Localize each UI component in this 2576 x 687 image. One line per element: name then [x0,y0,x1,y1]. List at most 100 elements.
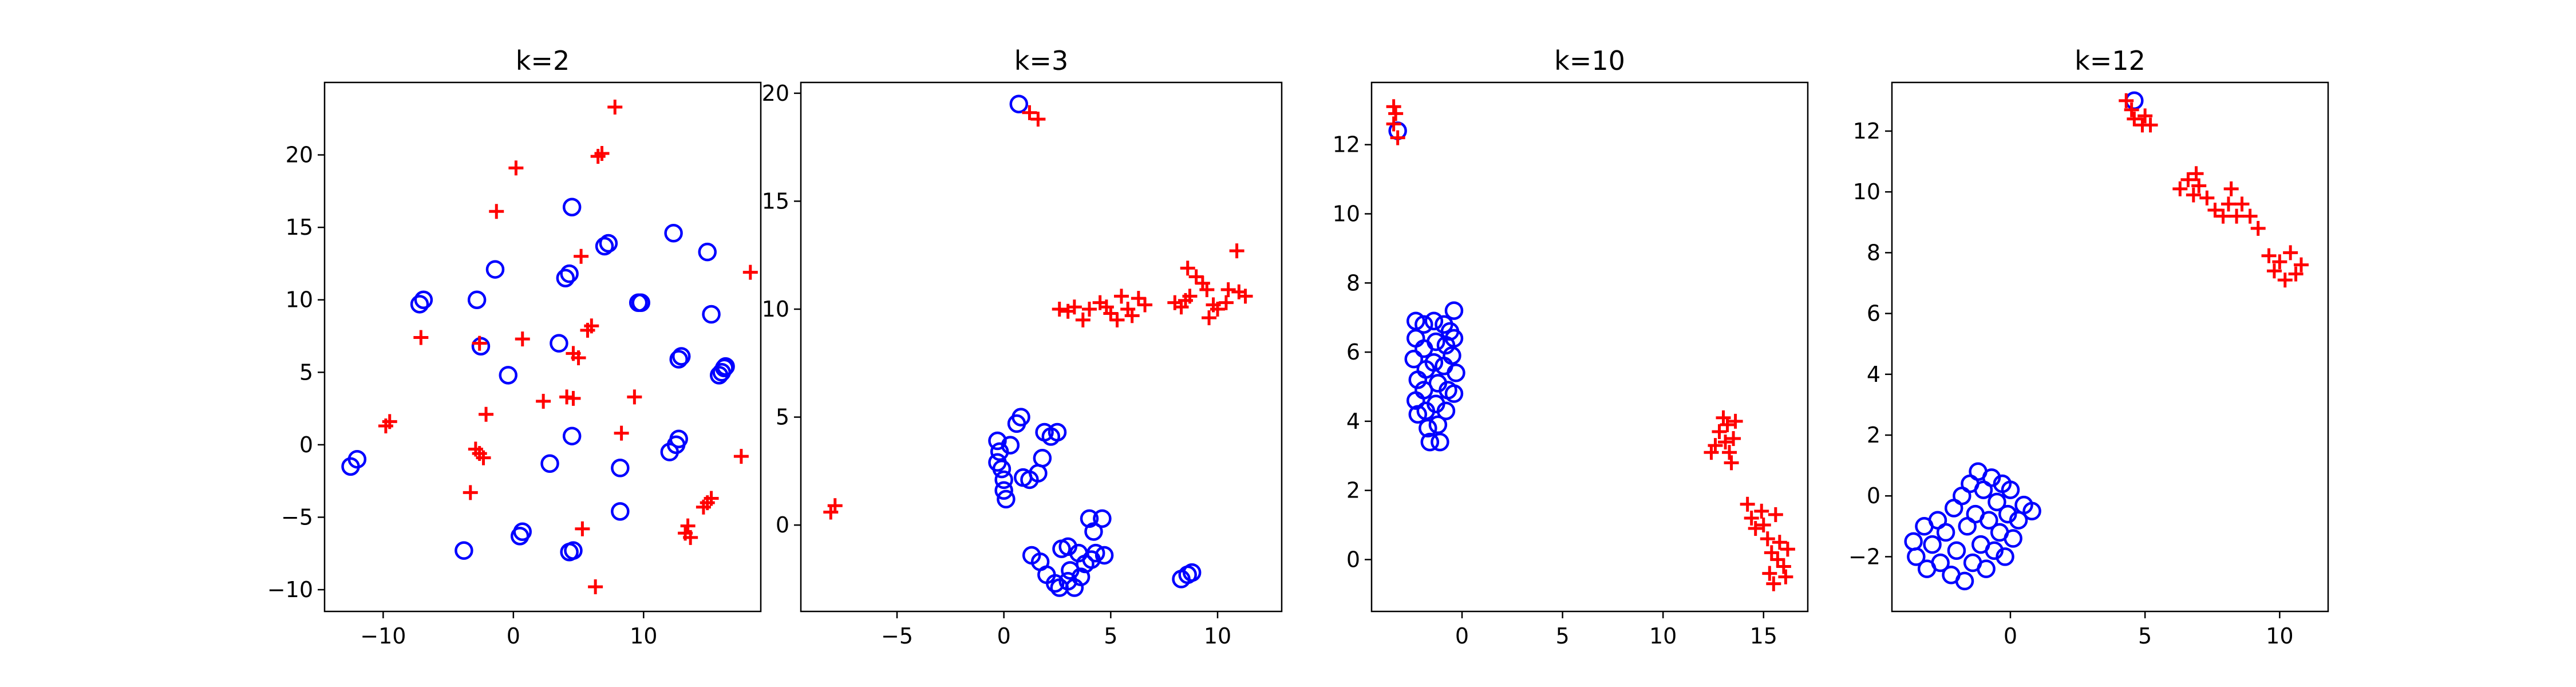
plus-point [680,518,696,534]
plus-point [733,449,749,464]
subplot-k10: k=10 0 5 10 15 0 2 4 6 8 10 12 [1333,45,1809,649]
circle-point [1046,574,1065,593]
circle-point [1427,332,1445,352]
circle-point [2004,529,2022,548]
plus-point [1390,130,1405,145]
plus-point [1718,435,1733,450]
plus-point [1386,99,1401,114]
subplot-k3: k=3 −5 0 5 10 0 5 10 15 20 [762,45,1283,649]
circle-point [611,459,630,477]
x-tick-label: 15 [1750,623,1777,649]
plus-point [1754,503,1769,519]
plus-point [742,264,758,280]
axes-frame [323,81,762,613]
circle-point [560,264,579,283]
y-tick-label: 4 [1346,409,1360,434]
circle-point [2022,502,2041,521]
plus-point [574,248,589,264]
plus-point [1780,542,1795,557]
circle-point [2001,480,2020,499]
circle-point [1080,509,1099,528]
plus-point [1768,507,1783,522]
plus-point [2221,196,2236,212]
plus-point [489,204,504,219]
plus-point [2207,203,2223,218]
plus-point [1744,510,1759,526]
circle-point [599,234,618,253]
y-tick-label: −2 [1848,544,1880,569]
axis-ticks: 0 5 10 −2 0 2 4 6 8 10 12 [1848,119,2294,649]
scatter-marks [823,94,1253,597]
plus-point [683,530,698,545]
plus-point [594,146,610,161]
circle-point [1086,543,1105,563]
circle-point [1009,94,1029,113]
circle-point [467,290,487,309]
y-tick-label: 20 [762,81,789,106]
y-tick-label: 10 [286,287,313,313]
plus-point [2172,181,2188,196]
circle-point [1424,311,1444,330]
plus-point [2272,254,2287,270]
plus-point [1052,302,1067,317]
plus-point [2277,273,2293,288]
circle-point [513,522,532,542]
axes-frame [800,81,1283,613]
y-tick-label: 15 [286,215,313,240]
circle-point [1444,384,1464,403]
circle-point [595,236,614,256]
plus-point [1720,417,1735,432]
plus-point [2288,266,2304,282]
chart-title: k=10 [1554,45,1625,76]
x-tick-label: 5 [1104,623,1117,649]
plus-point [1022,105,1037,120]
plus-point [2223,181,2239,196]
circle-point [1955,571,1974,591]
circle-point [540,454,559,473]
subplot-k2: k=2 −10 0 10 −10 −5 0 5 10 15 20 [267,45,762,649]
circle-point [1985,541,2004,560]
plus-point [584,318,599,334]
circle-point [1443,346,1461,365]
plus-point [1712,424,1727,439]
x-tick-label: 0 [507,623,520,649]
circle-point [1095,546,1114,565]
y-tick-label: 6 [1867,301,1880,326]
plus-point [1778,569,1793,585]
plus-point [1388,106,1404,121]
plus-point [575,521,590,536]
circle-point [1084,522,1103,541]
plus-point [1756,518,1771,533]
plus-point [1199,282,1215,298]
plus-point [1229,243,1244,259]
y-tick-label: 0 [776,512,789,538]
y-tick-label: 0 [1346,547,1360,572]
circle-point [997,489,1016,509]
y-tick-label: 5 [299,360,313,385]
plus-point [1772,535,1787,550]
circle-point [1048,423,1067,442]
circle-point [562,198,582,216]
x-tick-label: 10 [2266,623,2293,649]
plus-point [1708,438,1723,453]
circle-point [550,334,568,353]
circle-point [1444,329,1464,348]
axis-ticks: −10 0 10 −10 −5 0 5 10 15 20 [267,143,658,649]
plus-point [1114,289,1129,304]
plus-point [1748,521,1763,536]
circle-point [347,449,367,469]
y-tick-label: 20 [286,143,313,168]
circle-point [1980,511,1998,530]
y-tick-label: −5 [281,504,313,530]
x-tick-label: −5 [881,623,913,649]
circle-point [1998,504,2017,524]
plus-point [827,498,843,514]
circle-point [669,350,688,369]
circle-point [1907,547,1926,566]
plus-point [1218,295,1234,310]
plus-point [1766,576,1781,591]
plus-point [472,335,487,351]
plus-point [479,406,494,422]
scatter-marks [1386,99,1795,591]
